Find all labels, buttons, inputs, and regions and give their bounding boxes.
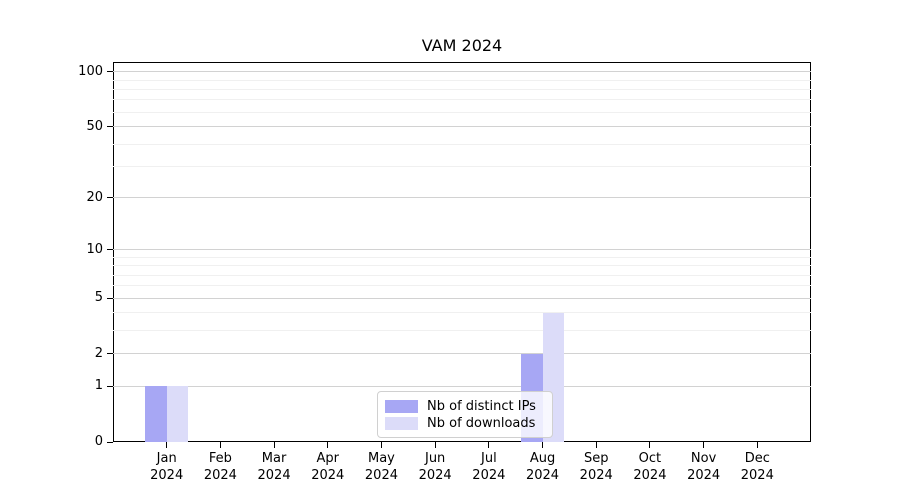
x-tick-label-line: Jun bbox=[424, 451, 446, 466]
x-tick-label: Apr 2024 bbox=[296, 450, 360, 484]
y-tick-mark bbox=[107, 126, 113, 128]
x-tick-label: Oct 2024 bbox=[618, 450, 682, 484]
y-tick-label: 100 bbox=[78, 63, 103, 79]
x-tick-label-line: May bbox=[368, 451, 395, 466]
gridline-major bbox=[113, 126, 811, 128]
gridline-minor bbox=[113, 79, 811, 81]
x-tick-label-line: 2024 bbox=[418, 468, 452, 483]
gridline-minor bbox=[113, 111, 811, 113]
chart-title: VAM 2024 bbox=[421, 36, 503, 55]
gridline-major bbox=[113, 297, 811, 299]
gridline-minor bbox=[113, 274, 811, 276]
legend-item-downloads: Nb of downloads bbox=[385, 415, 544, 431]
x-tick-mark bbox=[595, 442, 597, 448]
x-tick-mark bbox=[649, 442, 651, 448]
x-tick-mark bbox=[219, 442, 221, 448]
x-tick-label-line: 2024 bbox=[633, 468, 667, 483]
x-tick-label-line: 2024 bbox=[525, 468, 560, 483]
x-tick-mark bbox=[488, 442, 490, 448]
bar-downloads bbox=[166, 386, 189, 442]
y-tick-mark bbox=[107, 71, 113, 73]
legend-label-downloads: Nb of downloads bbox=[427, 415, 536, 431]
x-tick-label-line: Jul bbox=[481, 451, 497, 466]
gridline-minor bbox=[113, 330, 811, 332]
x-tick-label-line: 2024 bbox=[579, 468, 613, 483]
legend-swatch-distinct-ips bbox=[385, 399, 418, 413]
x-tick-label-line: 2024 bbox=[687, 468, 721, 483]
y-tick-label: 5 bbox=[94, 290, 103, 306]
gridline-major bbox=[113, 385, 811, 387]
x-tick-label-line: Apr bbox=[316, 451, 340, 466]
x-tick-label-line: 2024 bbox=[203, 468, 237, 483]
x-tick-label-line: 2024 bbox=[150, 468, 184, 483]
gridline-minor bbox=[113, 256, 811, 258]
gridline-major bbox=[113, 353, 811, 355]
x-tick-mark bbox=[703, 442, 705, 448]
gridline-minor bbox=[113, 143, 811, 145]
gridline-major bbox=[113, 71, 811, 73]
gridline-minor bbox=[113, 265, 811, 267]
y-tick-mark bbox=[107, 197, 113, 199]
bar-distinct-ips bbox=[145, 386, 167, 442]
x-tick-mark bbox=[434, 442, 436, 448]
y-tick-label: 20 bbox=[86, 189, 103, 205]
x-tick-label-line: Aug bbox=[529, 451, 556, 466]
x-tick-label: May 2024 bbox=[349, 450, 413, 484]
y-tick-label: 50 bbox=[86, 118, 103, 134]
gridline-major bbox=[113, 197, 811, 199]
x-tick-mark bbox=[166, 442, 168, 448]
x-tick-label-line: Mar bbox=[261, 451, 287, 466]
y-tick-mark bbox=[107, 441, 113, 443]
x-tick-label: Aug 2024 bbox=[511, 450, 575, 484]
x-tick-label-line: 2024 bbox=[311, 468, 345, 483]
legend-label-distinct-ips: Nb of distinct IPs bbox=[427, 398, 536, 414]
x-tick-label-line: Jan bbox=[156, 451, 177, 466]
gridline-minor bbox=[113, 99, 811, 101]
y-tick-label: 2 bbox=[94, 345, 103, 361]
gridline-minor bbox=[113, 88, 811, 90]
y-tick-mark bbox=[107, 297, 113, 299]
x-tick-label-line: Sep bbox=[583, 451, 609, 466]
x-tick-mark bbox=[756, 442, 758, 448]
x-tick-mark bbox=[273, 442, 275, 448]
x-tick-mark bbox=[380, 442, 382, 448]
x-tick-label: Mar 2024 bbox=[242, 450, 306, 484]
x-tick-label: Jul 2024 bbox=[457, 450, 521, 484]
gridline-minor bbox=[113, 285, 811, 287]
x-tick-label: Feb 2024 bbox=[188, 450, 252, 484]
legend-item-distinct-ips: Nb of distinct IPs bbox=[385, 398, 544, 414]
x-tick-label-line: 2024 bbox=[364, 468, 398, 483]
y-tick-mark bbox=[107, 249, 113, 251]
gridline-major bbox=[113, 249, 811, 251]
x-tick-label: Dec 2024 bbox=[725, 450, 789, 484]
y-tick-label: 0 bbox=[94, 434, 103, 449]
x-tick-mark bbox=[327, 442, 329, 448]
legend: Nb of distinct IPs Nb of downloads bbox=[377, 391, 553, 438]
y-tick-label: 10 bbox=[86, 241, 103, 257]
x-tick-label-line: 2024 bbox=[472, 468, 506, 483]
plot-area bbox=[113, 62, 811, 442]
x-tick-label-line: Feb bbox=[208, 451, 232, 466]
x-tick-label-line: 2024 bbox=[740, 468, 774, 483]
x-tick-label-line: 2024 bbox=[257, 468, 291, 483]
x-tick-label: Nov 2024 bbox=[672, 450, 736, 484]
y-tick-mark bbox=[107, 353, 113, 355]
gridline-minor bbox=[113, 165, 811, 167]
legend-swatch-downloads bbox=[385, 416, 418, 430]
x-tick-label-line: Dec bbox=[744, 451, 770, 466]
x-tick-label-line: Oct bbox=[638, 451, 662, 466]
x-tick-label: Jun 2024 bbox=[403, 450, 467, 484]
x-tick-mark bbox=[542, 442, 544, 448]
x-tick-label: Jan 2024 bbox=[135, 450, 199, 484]
x-tick-label: Sep 2024 bbox=[564, 450, 628, 484]
gridline-minor bbox=[113, 312, 811, 314]
y-tick-label: 1 bbox=[94, 378, 103, 394]
y-tick-mark bbox=[107, 385, 113, 387]
x-tick-label-line: Nov bbox=[690, 451, 717, 466]
